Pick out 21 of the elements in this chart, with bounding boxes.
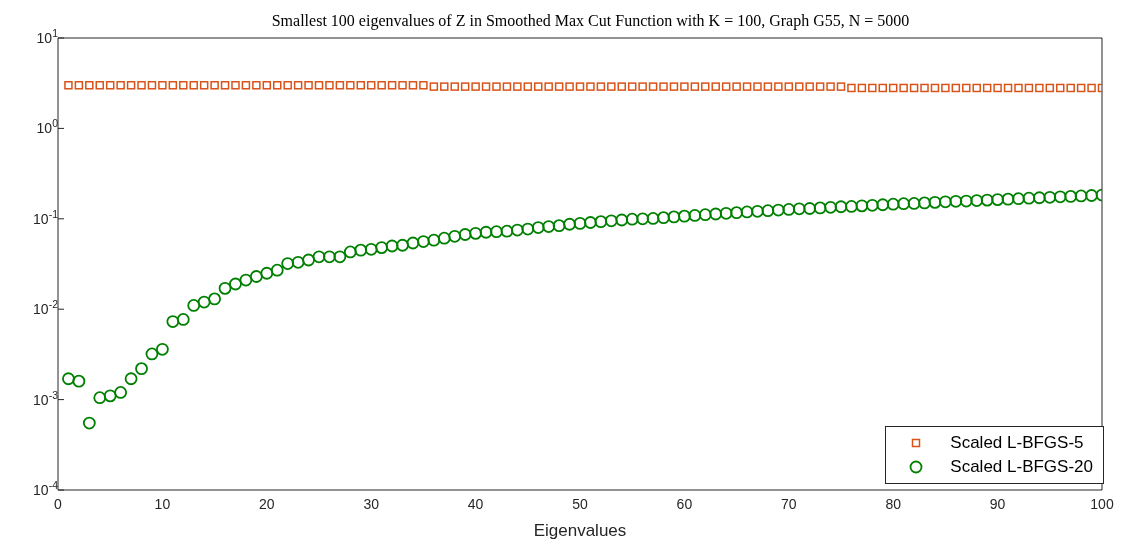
- legend-label: Scaled L-BFGS-20: [950, 457, 1093, 477]
- chart-title: Smallest 100 eigenvalues of Z in Smoothed Max Cut Function with K = 100, Graph G55, N = 5000: [270, 12, 911, 30]
- x-axis-title: Eigenvalues: [533, 521, 627, 540]
- x-tick-label: 90: [988, 496, 1007, 512]
- x-tick-label: 70: [780, 496, 798, 512]
- legend-label: Scaled L-BFGS-5: [950, 433, 1084, 453]
- x-tick-label: 20: [258, 496, 276, 512]
- x-tick-label: 40: [466, 496, 485, 512]
- y-tick-label: 10$^{-4}$: [33, 479, 59, 498]
- y-tick-label: 10$^{-1}$: [33, 207, 59, 227]
- x-tick-label: 50: [571, 496, 589, 512]
- x-tick-label: 80: [884, 496, 902, 512]
- x-tick-label: 10: [153, 496, 172, 512]
- x-tick-label: 100: [1089, 496, 1115, 512]
- y-tick-label: 10$^{1}$: [36, 27, 59, 46]
- x-tick-label: 60: [675, 496, 694, 512]
- x-tick-label: 0: [54, 496, 62, 512]
- y-tick-label: 10$^{-3}$: [33, 388, 59, 408]
- x-tick-label: 30: [362, 496, 380, 512]
- y-tick-label: 10$^{0}$: [36, 117, 59, 137]
- y-tick-label: 10$^{-2}$: [33, 298, 59, 318]
